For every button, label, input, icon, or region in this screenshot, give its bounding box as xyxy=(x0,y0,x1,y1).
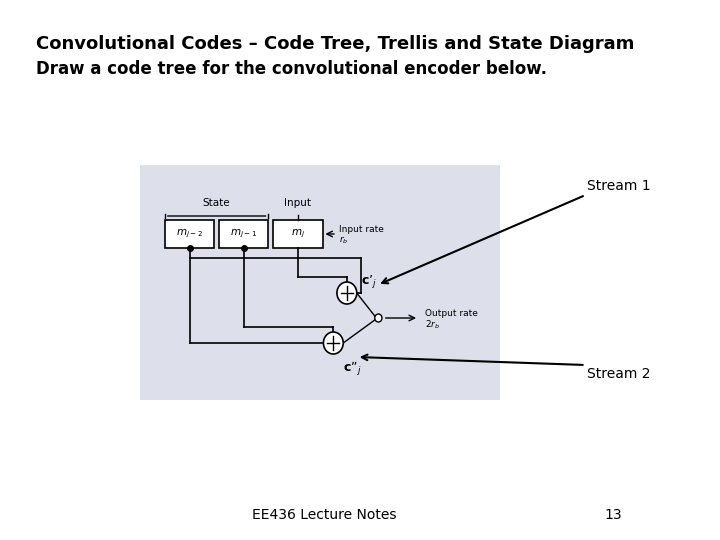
Text: EE436 Lecture Notes: EE436 Lecture Notes xyxy=(252,508,397,522)
Text: c’$_j$: c’$_j$ xyxy=(361,273,377,290)
Text: c”$_j$: c”$_j$ xyxy=(343,360,361,378)
Text: Input: Input xyxy=(284,198,311,208)
Text: $m_j$: $m_j$ xyxy=(291,228,305,240)
Text: $r_b$: $r_b$ xyxy=(338,234,348,246)
Text: $m_{j-2}$: $m_{j-2}$ xyxy=(176,228,203,240)
Text: Output rate: Output rate xyxy=(426,308,478,318)
Text: Input rate: Input rate xyxy=(338,226,384,234)
Text: $2r_b$: $2r_b$ xyxy=(426,319,441,331)
Text: $m_{j-1}$: $m_{j-1}$ xyxy=(230,228,257,240)
Circle shape xyxy=(375,314,382,322)
Text: Convolutional Codes – Code Tree, Trellis and State Diagram: Convolutional Codes – Code Tree, Trellis… xyxy=(36,35,634,53)
Text: State: State xyxy=(203,198,230,208)
Circle shape xyxy=(323,332,343,354)
Text: Draw a code tree for the convolutional encoder below.: Draw a code tree for the convolutional e… xyxy=(36,60,547,78)
Bar xyxy=(219,220,269,248)
Text: Stream 1: Stream 1 xyxy=(588,179,651,193)
Text: 13: 13 xyxy=(604,508,621,522)
Text: Stream 2: Stream 2 xyxy=(588,367,651,381)
Bar xyxy=(273,220,323,248)
Circle shape xyxy=(337,282,356,304)
Bar xyxy=(165,220,215,248)
Bar xyxy=(140,165,500,400)
